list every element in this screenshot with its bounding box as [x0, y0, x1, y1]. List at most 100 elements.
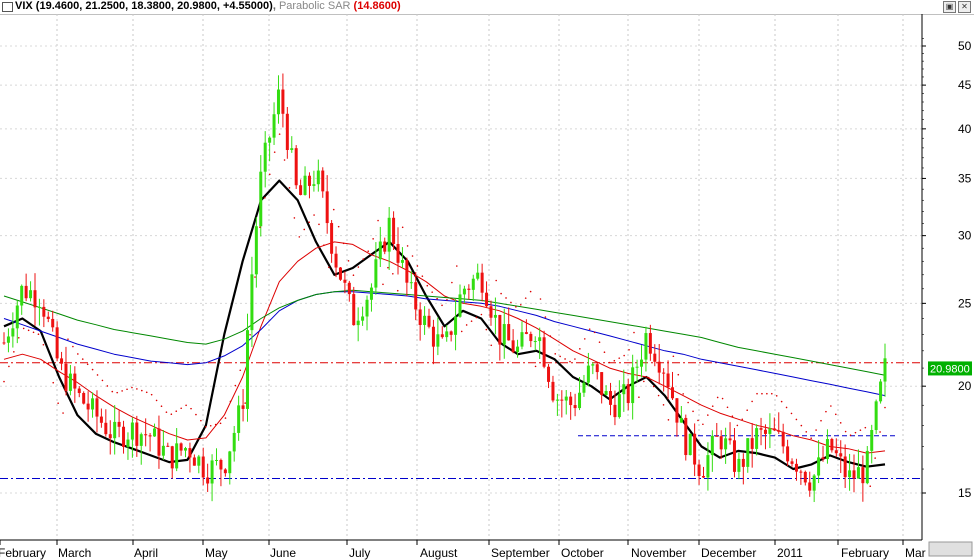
y-tick-label: 25	[958, 296, 972, 310]
sar-dot	[219, 422, 222, 425]
sar-dot	[849, 434, 852, 436]
down-candle	[285, 113, 289, 150]
sar-dot	[175, 410, 178, 413]
sar-dot	[613, 359, 616, 362]
sar-dot	[780, 400, 783, 403]
up-candle	[874, 401, 878, 431]
down-candle	[529, 333, 533, 342]
sar-dot	[652, 385, 655, 388]
chart-header-bar: VIX (19.4600, 21.2500, 18.3800, 20.9800,…	[0, 0, 974, 15]
down-candle	[294, 148, 298, 186]
down-candle	[684, 417, 688, 456]
down-candle	[653, 353, 657, 362]
down-candle	[839, 453, 843, 457]
sar-dot	[229, 400, 232, 403]
x-tick-label: Mar	[905, 546, 926, 560]
up-candle	[768, 428, 772, 434]
down-candle	[489, 306, 493, 318]
sar-dot	[519, 303, 522, 306]
chart-header-text: VIX (19.4600, 21.2500, 18.3800, 20.9800,…	[15, 0, 401, 12]
sar-dot	[495, 279, 497, 282]
up-candle	[20, 285, 24, 306]
sar-dot	[751, 400, 753, 403]
down-candle	[697, 464, 701, 477]
down-candle	[728, 438, 732, 441]
sar-dot	[121, 390, 123, 392]
sar-dot	[283, 159, 286, 161]
down-candle	[166, 445, 170, 447]
sar-dot	[844, 430, 847, 433]
up-candle	[471, 278, 475, 290]
close-window-icon[interactable]: ✕	[958, 1, 971, 13]
down-candle	[396, 243, 400, 263]
sar-dot	[677, 373, 680, 376]
restore-window-icon[interactable]: ▣	[943, 1, 956, 13]
candles-layer	[2, 73, 887, 503]
sar-dot	[101, 379, 104, 382]
down-candle	[51, 318, 55, 328]
symbol-box-icon[interactable]	[2, 2, 13, 12]
down-candle	[759, 428, 763, 430]
sar-dot	[736, 424, 739, 427]
x-tick-label: September	[491, 546, 550, 560]
sar-dot	[8, 365, 10, 368]
up-candle	[856, 467, 860, 479]
down-candle	[206, 477, 210, 484]
sar-dot	[667, 419, 670, 421]
sar-dot	[441, 304, 443, 307]
sar-dot	[22, 327, 25, 330]
sar-dot	[564, 358, 566, 360]
sar-dot	[775, 395, 778, 397]
up-candle	[365, 299, 369, 317]
down-candle	[192, 457, 196, 466]
sar-dot	[805, 431, 808, 433]
sar-dot	[372, 238, 374, 240]
sar-dot	[96, 374, 99, 376]
down-candle	[330, 223, 334, 254]
down-candle	[188, 448, 192, 458]
sar-dot	[259, 226, 261, 228]
sar-dot	[136, 388, 138, 390]
sar-dot	[244, 402, 246, 404]
up-candle	[272, 114, 276, 138]
sar-dot	[308, 221, 310, 223]
up-candle	[688, 433, 692, 456]
down-candle	[786, 446, 790, 462]
sar-dot	[278, 133, 281, 135]
sar-dot	[510, 301, 512, 304]
down-candle	[693, 433, 697, 465]
up-candle	[113, 421, 117, 439]
up-candle	[812, 475, 816, 491]
y-tick-label: 30	[958, 229, 972, 243]
up-candle	[215, 459, 219, 461]
ma-line-ema-50	[3, 241, 886, 454]
up-candle	[11, 328, 15, 337]
down-candle	[524, 332, 528, 334]
sar-dot	[392, 273, 394, 275]
sar-dot	[224, 417, 227, 419]
up-candle	[245, 330, 249, 409]
x-tick-label: June	[270, 546, 296, 560]
sar-dot	[672, 355, 675, 358]
x-tick-label: April	[134, 546, 158, 560]
sar-dot	[47, 362, 50, 365]
down-candle	[732, 440, 736, 472]
up-candle	[533, 341, 537, 343]
symbol-label: VIX	[15, 0, 33, 12]
up-candle	[644, 333, 648, 360]
down-candle	[338, 267, 342, 280]
sar-dot	[711, 405, 714, 407]
sar-dot	[790, 412, 793, 415]
sar-dot	[697, 419, 699, 422]
sar-dots-layer	[3, 133, 886, 488]
sar-dot	[377, 219, 379, 222]
sar-dot	[357, 266, 360, 268]
x-tick-label: March	[58, 546, 91, 560]
down-candle	[157, 428, 161, 456]
up-candle	[130, 422, 134, 440]
sar-dot	[874, 457, 876, 459]
down-candle	[648, 333, 652, 354]
sar-dot	[13, 351, 15, 353]
down-candle	[799, 471, 803, 473]
